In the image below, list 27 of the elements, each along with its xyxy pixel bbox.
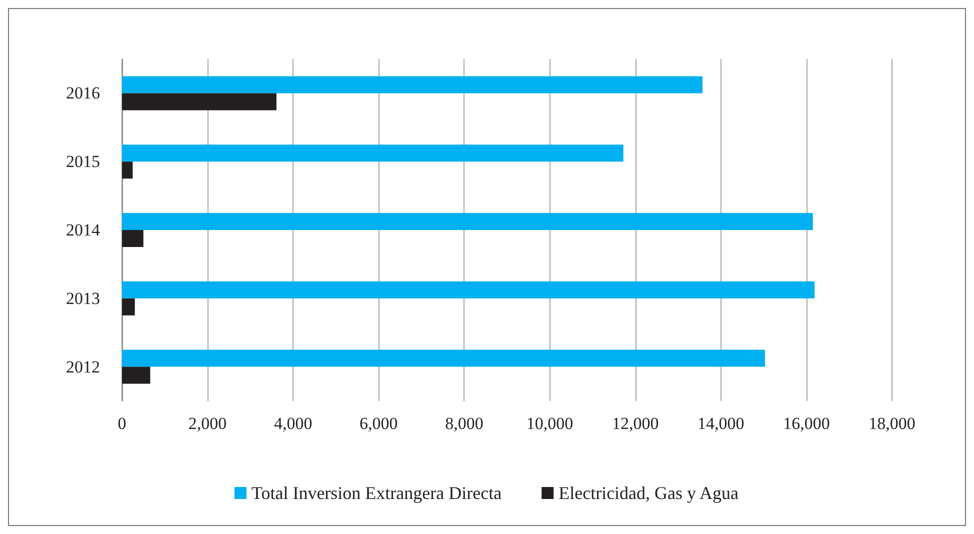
x-tick-label: 16,000 (783, 414, 830, 433)
y-tick-label: 2014 (66, 220, 100, 240)
legend-label: Electricidad, Gas y Agua (558, 483, 739, 503)
x-tick-label: 2,000 (188, 414, 227, 433)
bar (122, 230, 144, 247)
y-tick-label: 2016 (66, 84, 100, 103)
x-tick-label: 4,000 (274, 414, 312, 433)
x-tick-label: 18,000 (868, 414, 916, 433)
bar (122, 366, 150, 384)
x-tick-label: 6,000 (360, 414, 398, 433)
x-tick-label: 12,000 (612, 414, 659, 433)
bar (122, 298, 135, 316)
bar (122, 350, 765, 367)
x-tick-label: 0 (118, 414, 126, 433)
bar (122, 162, 133, 179)
bar (122, 144, 624, 162)
bar (122, 213, 813, 230)
bar (122, 93, 276, 110)
x-tick-label: 14,000 (698, 414, 744, 433)
x-tick-label: 8,000 (445, 414, 484, 433)
legend-label: Total Inversion Extrangera Directa (251, 483, 502, 503)
y-tick-label: 2013 (66, 288, 100, 308)
x-tick-label: 10,000 (526, 414, 574, 433)
y-tick-label: 2015 (66, 152, 100, 172)
bar (122, 281, 815, 298)
bar (122, 76, 702, 94)
y-tick-label: 2012 (66, 357, 100, 376)
